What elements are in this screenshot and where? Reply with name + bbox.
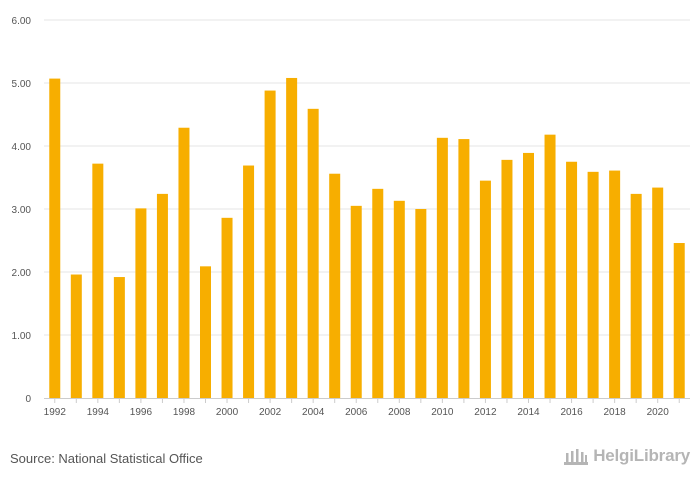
bar-2012[interactable]: [479, 180, 491, 398]
bar-2005[interactable]: [329, 173, 341, 398]
bar-1996[interactable]: [135, 208, 147, 398]
bar-1999[interactable]: [200, 266, 211, 398]
x-tick-label: 2008: [388, 407, 411, 418]
bar-2013[interactable]: [501, 159, 513, 398]
bar-2021[interactable]: [673, 243, 685, 398]
bar-2017[interactable]: [587, 171, 599, 398]
bar-2014[interactable]: [523, 152, 534, 398]
bar-2016[interactable]: [566, 161, 578, 398]
bar-2009[interactable]: [415, 209, 427, 398]
x-tick-label: 2004: [302, 407, 325, 418]
y-tick-label: 3.00: [12, 205, 32, 216]
bar-2015[interactable]: [544, 134, 556, 398]
x-tick-label: 1996: [130, 407, 153, 418]
x-tick-label: 1994: [87, 407, 110, 418]
y-tick-label: 6.00: [12, 16, 32, 27]
brand-name: HelgiLibrary: [593, 446, 690, 465]
grid-lines: [44, 19, 690, 336]
source-note: Source: National Statistical Office: [10, 451, 203, 466]
x-tick-label: 2006: [345, 407, 368, 418]
x-tick-label: 2010: [431, 407, 454, 418]
bar-2008[interactable]: [393, 200, 405, 398]
y-tick-label: 2.00: [12, 268, 32, 279]
x-tick-label: 1998: [173, 407, 196, 418]
x-tick-label: 2012: [474, 407, 497, 418]
bar-1997[interactable]: [156, 193, 168, 398]
bar-1992[interactable]: [49, 78, 61, 398]
bar-2018[interactable]: [609, 170, 621, 398]
bar-2019[interactable]: [630, 193, 642, 398]
bar-2001[interactable]: [243, 165, 255, 398]
bar-2004[interactable]: [307, 108, 319, 398]
y-tick-label: 1.00: [12, 331, 32, 342]
bar-1993[interactable]: [70, 274, 82, 398]
bars: [49, 77, 685, 399]
x-axis-ticks: 1992 1994 1996 1998 2000 2002 2004 2006 2008 2010…: [44, 398, 680, 418]
y-axis-ticks: 0 1.00 2.00 3.00 4.00 5.00 6.00: [12, 16, 32, 405]
x-tick-label: 2002: [259, 407, 282, 418]
bar-1998[interactable]: [178, 127, 190, 398]
x-tick-label: 2000: [216, 407, 239, 418]
x-tick-label: 2018: [604, 407, 627, 418]
bar-2006[interactable]: [350, 205, 362, 398]
y-tick-label: 0: [25, 394, 31, 405]
bar-chart: 01.002.003.004.005.006.00 1992 1994 1996 19…: [12, 16, 690, 418]
x-tick-label: 2016: [560, 407, 583, 418]
bar-2011[interactable]: [458, 139, 470, 398]
bar-2007[interactable]: [372, 188, 384, 398]
x-tick-label: 1992: [44, 407, 67, 418]
bar-1995[interactable]: [113, 277, 125, 398]
bar-2003[interactable]: [286, 77, 298, 399]
bar-2000[interactable]: [221, 217, 233, 398]
y-tick-label: 4.00: [12, 142, 32, 153]
brand-logo[interactable]: HelgiLibrary: [563, 446, 690, 466]
y-tick-label: 5.00: [12, 79, 32, 90]
library-building-icon: [564, 449, 589, 465]
bar-2002[interactable]: [264, 90, 276, 398]
bar-2020[interactable]: [652, 187, 664, 398]
bar-2010[interactable]: [436, 137, 448, 398]
bar-1994[interactable]: [92, 163, 104, 398]
x-tick-label: 2020: [647, 407, 670, 418]
x-tick-label: 2014: [517, 407, 540, 418]
